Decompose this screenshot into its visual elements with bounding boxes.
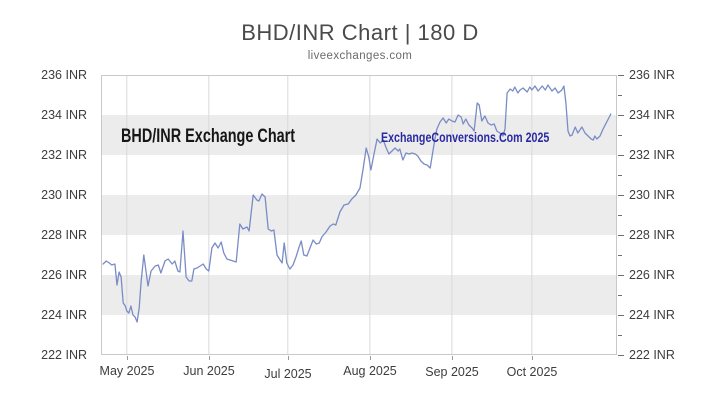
x-axis-label: Jul 2025 [264, 367, 312, 381]
plot-border [101, 75, 617, 355]
y-axis-label: 232 INR [41, 148, 87, 162]
y-axis-minor-tick [618, 215, 622, 216]
y-axis-label: 222 INR [41, 348, 87, 362]
x-axis-label: May 2025 [99, 364, 155, 378]
x-axis-label: Jun 2025 [183, 364, 235, 378]
y-axis-right: 236 INR 234 INR 232 INR 230 INR 228 INR 226 I… [617, 68, 720, 362]
x-axis-tick [209, 356, 210, 360]
y-axis-minor-tick [618, 295, 622, 296]
y-axis-major-tick [618, 75, 624, 76]
y-axis-label: 222 INR [629, 348, 675, 362]
y-axis-left: 236 INR 234 INR 232 INR 230 INR 228 INR 226 I… [0, 68, 96, 362]
price-line [102, 84, 612, 323]
watermark-exchangeconversions: ExchangeConversions.Com 2025 [381, 130, 550, 145]
y-axis-label: 234 INR [629, 108, 675, 122]
y-axis-minor-tick [618, 255, 622, 256]
plot-area: BHD/INR Exchange Chart ExchangeConversio… [100, 75, 617, 381]
x-axis: May 2025 Jun 2025 Jul 2025 Aug 2025 Sep 2025… [99, 355, 617, 385]
y-axis-label: 234 INR [41, 108, 87, 122]
x-axis-tick [127, 356, 128, 360]
y-axis-major-tick [618, 315, 624, 316]
y-axis-label: 226 INR [629, 268, 675, 282]
y-axis-minor-tick [618, 335, 622, 336]
y-axis-major-tick [618, 275, 624, 276]
grid-band [101, 195, 617, 235]
page-title: BHD/INR Chart | 180 D [241, 20, 479, 45]
x-axis-label: Aug 2025 [343, 364, 397, 378]
y-axis-label: 224 INR [41, 308, 87, 322]
price-line-chart [101, 75, 617, 355]
y-axis-major-tick [618, 195, 624, 196]
x-axis-label: Oct 2025 [506, 365, 558, 379]
y-axis-label: 236 INR [41, 68, 87, 82]
y-axis-label: 232 INR [629, 148, 675, 162]
y-axis-label: 228 INR [629, 228, 675, 242]
y-axis-minor-tick [618, 95, 622, 96]
y-axis-label: 230 INR [41, 188, 87, 202]
y-axis-major-tick [618, 235, 624, 236]
x-axis-tick [288, 356, 289, 360]
y-axis-major-tick [618, 115, 624, 116]
x-axis-tick [370, 356, 371, 360]
y-axis-label: 236 INR [629, 68, 675, 82]
page-subtitle: liveexchanges.com [307, 50, 413, 62]
grid-band [101, 275, 617, 315]
y-axis-major-tick [618, 155, 624, 156]
y-axis-label: 224 INR [629, 308, 675, 322]
x-axis-tick [532, 356, 533, 360]
y-axis-label: 230 INR [629, 188, 675, 202]
y-axis-minor-tick [618, 175, 622, 176]
x-axis-tick [452, 356, 453, 360]
x-axis-label: Sep 2025 [425, 365, 479, 379]
y-axis-label: 228 INR [41, 228, 87, 242]
y-axis-label: 226 INR [41, 268, 87, 282]
grid-band [101, 115, 617, 155]
y-axis-major-tick [618, 355, 624, 356]
y-axis-minor-tick [618, 135, 622, 136]
watermark-exchange-chart: BHD/INR Exchange Chart [121, 126, 296, 147]
